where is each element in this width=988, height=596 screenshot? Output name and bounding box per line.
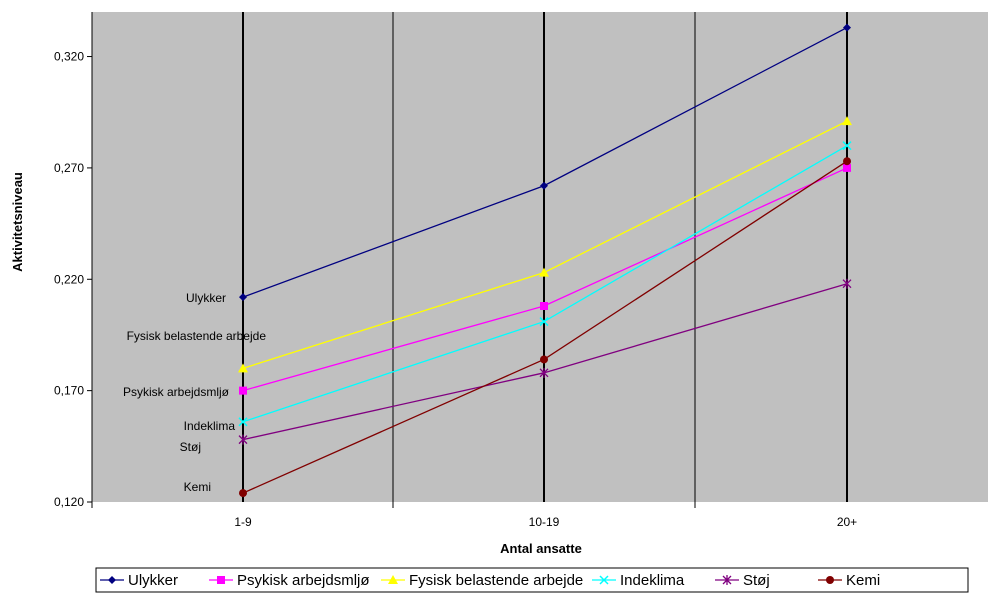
legend-marker <box>108 576 116 584</box>
legend-marker <box>599 575 609 585</box>
legend-box <box>95 567 969 593</box>
data-point <box>842 278 852 289</box>
x-tick-label: 10-19 <box>529 515 560 529</box>
legend-item: Psykisk arbejdsmljø <box>209 572 370 589</box>
data-point <box>238 417 248 427</box>
data-point <box>540 302 548 310</box>
x-axis-title: Antal ansatte <box>500 541 582 556</box>
series-annotation: Indeklima <box>184 419 236 433</box>
legend: Ulykker Psykisk arbejdsmljø Fysisk belaste… <box>95 567 969 593</box>
legend-item: Støj <box>715 572 770 589</box>
legend-item: Indeklima <box>592 572 685 589</box>
legend-item: Ulykker <box>100 572 178 589</box>
series-st-j <box>238 278 852 445</box>
legend-marker <box>826 576 834 584</box>
tick-marks <box>87 56 696 508</box>
legend-marker <box>722 575 732 585</box>
vertical-gridlines <box>91 12 848 502</box>
series-fysisk-belastende-arbejde <box>238 116 852 373</box>
y-tick-label: 0,270 <box>54 161 84 175</box>
annotations: Ulykker Fysisk belastende arbejde Psykisk … <box>123 291 266 494</box>
x-tick-label: 1-9 <box>234 515 252 529</box>
series-annotation: Ulykker <box>186 291 226 305</box>
data-point <box>540 355 548 364</box>
data-point <box>539 267 549 277</box>
legend-label: Støj <box>743 572 770 589</box>
y-tick-label: 0,170 <box>54 384 84 398</box>
legend-marker <box>217 576 225 584</box>
data-point <box>238 363 248 373</box>
data-point <box>539 317 549 327</box>
y-tick-label: 0,220 <box>54 272 84 286</box>
series-kemi <box>239 157 851 498</box>
data-point <box>239 386 247 395</box>
series-annotation: Kemi <box>184 480 211 494</box>
legend-label: Ulykker <box>128 572 178 589</box>
legend-item: Kemi <box>818 572 880 589</box>
data-point <box>842 116 852 126</box>
data-point <box>842 141 852 151</box>
y-tick-label: 0,120 <box>54 495 84 509</box>
legend-label: Psykisk arbejdsmljø <box>237 572 370 589</box>
x-tick-labels: 1-9 10-19 20+ <box>234 515 857 529</box>
series-indeklima <box>238 141 852 427</box>
legend-marker <box>388 575 398 584</box>
series-ulykker <box>239 23 851 302</box>
data-point <box>238 434 248 445</box>
data-point <box>239 293 247 302</box>
y-axis-title: Aktivitetsniveau <box>10 172 25 272</box>
series-annotation: Psykisk arbejdsmljø <box>123 385 230 399</box>
series-annotation: Fysisk belastende arbejde <box>127 329 267 343</box>
data-point <box>843 163 851 172</box>
legend-item: Fysisk belastende arbejde <box>381 572 583 589</box>
legend-label: Kemi <box>846 572 880 589</box>
y-tick-label: 0,320 <box>54 50 84 64</box>
series-group <box>238 23 852 498</box>
legend-label: Fysisk belastende arbejde <box>409 572 583 589</box>
data-point <box>539 367 549 378</box>
y-tick-labels: 0,120 0,170 0,220 0,270 0,320 <box>54 50 84 509</box>
x-tick-label: 20+ <box>837 515 857 529</box>
series-annotation: Støj <box>180 440 201 454</box>
data-point <box>239 489 247 498</box>
series-psykisk-arbejdsmlj- <box>239 163 851 395</box>
data-point <box>843 157 851 166</box>
legend-label: Indeklima <box>620 572 685 589</box>
data-point <box>843 23 851 32</box>
data-point <box>540 181 548 190</box>
